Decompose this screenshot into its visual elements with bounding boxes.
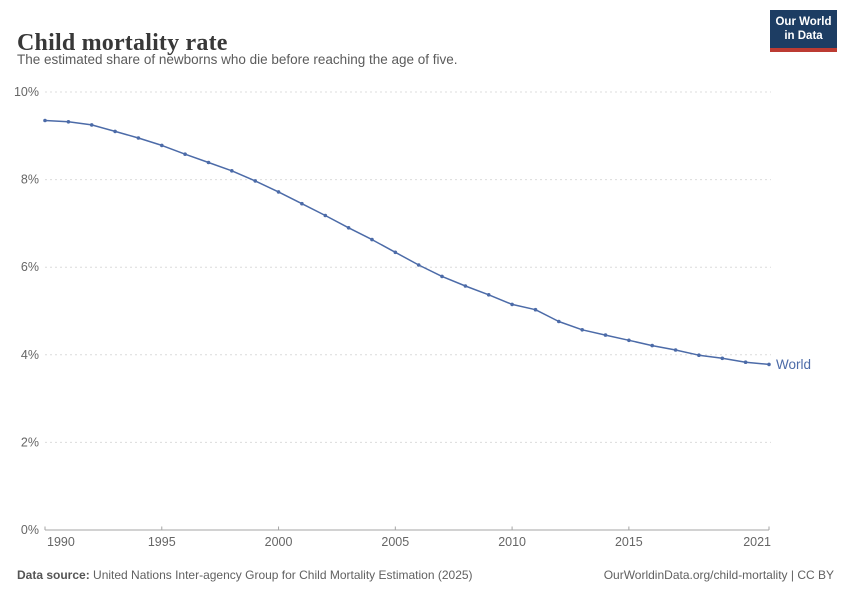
data-point-1993[interactable] [113, 129, 117, 134]
data-point-1990[interactable] [43, 118, 47, 123]
owid-logo-line2: in Data [784, 30, 823, 43]
data-point-1997[interactable] [206, 160, 211, 165]
data-point-1995[interactable] [160, 143, 164, 148]
data-point-2015[interactable] [627, 338, 631, 343]
data-point-1992[interactable] [89, 123, 94, 127]
data-point-2006[interactable] [416, 263, 421, 267]
data-point-2020[interactable] [743, 360, 748, 365]
data-point-1998[interactable] [230, 169, 234, 173]
x-axis-label-2021: 2021 [743, 535, 771, 549]
data-point-2004[interactable] [370, 237, 374, 242]
data-point-2016[interactable] [650, 343, 654, 348]
y-axis-label-8: 8% [21, 173, 39, 187]
data-point-2014[interactable] [603, 333, 608, 337]
x-axis-label-2000: 2000 [265, 535, 293, 549]
credit-license: | CC BY [787, 568, 834, 582]
line-chart[interactable]: 0% 2% 4% 6% 8% 10% 1990 1995 2000 2005 2010 2015 202… [0, 80, 850, 555]
data-point-2000[interactable] [276, 190, 281, 194]
data-point-2003[interactable] [346, 226, 351, 230]
data-source-text: United Nations Inter-agency Group for Ch… [89, 568, 473, 582]
data-point-2005[interactable] [393, 250, 398, 255]
y-axis-label-4: 4% [21, 348, 39, 362]
chart-footer: Data source: United Nations Inter-agency… [0, 568, 850, 590]
data-point-2011[interactable] [533, 307, 538, 312]
data-point-2007[interactable] [440, 274, 444, 279]
y-axis-label-2: 2% [21, 435, 39, 449]
x-axis-label-2015: 2015 [615, 535, 643, 549]
y-axis-label-0: 0% [21, 523, 39, 537]
data-point-2021[interactable] [767, 362, 771, 367]
data-point-2010[interactable] [510, 302, 514, 307]
data-source-label: Data source: [17, 568, 90, 582]
owid-logo[interactable]: Our World in Data [770, 10, 837, 52]
x-axis-label-1995: 1995 [148, 535, 176, 549]
data-point-2002[interactable] [323, 213, 328, 218]
page-title: Child mortality rate [17, 30, 228, 57]
x-axis-label-1990: 1990 [47, 535, 75, 549]
chart-subtitle: The estimated share of newborns who die … [17, 52, 458, 67]
credit-line: OurWorldinData.org/child-mortality | CC … [604, 568, 834, 582]
data-point-2009[interactable] [486, 293, 491, 297]
owid-logo-line1: Our World [775, 16, 832, 28]
data-point-2008[interactable] [463, 284, 468, 288]
data-point-2018[interactable] [697, 353, 701, 358]
data-point-1999[interactable] [253, 179, 257, 183]
credit-link[interactable]: OurWorldinData.org/child-mortality [603, 568, 788, 582]
data-point-1994[interactable] [136, 136, 141, 140]
data-point-1996[interactable] [183, 152, 187, 156]
data-point-1991[interactable] [66, 120, 71, 124]
x-axis-label-2005: 2005 [381, 535, 409, 549]
y-axis-label-6: 6% [21, 260, 39, 274]
series-line-world[interactable] [44, 119, 770, 366]
data-point-2001[interactable] [300, 201, 304, 206]
y-axis-label-10: 10% [14, 85, 39, 99]
data-point-2019[interactable] [720, 356, 725, 361]
entity-label-world[interactable]: World [776, 357, 811, 372]
data-source: Data source: United Nations Inter-agency… [17, 568, 473, 582]
data-point-2013[interactable] [580, 328, 584, 332]
data-point-2017[interactable] [673, 348, 678, 352]
data-point-2012[interactable] [557, 319, 561, 324]
x-axis-label-2010: 2010 [498, 535, 526, 549]
